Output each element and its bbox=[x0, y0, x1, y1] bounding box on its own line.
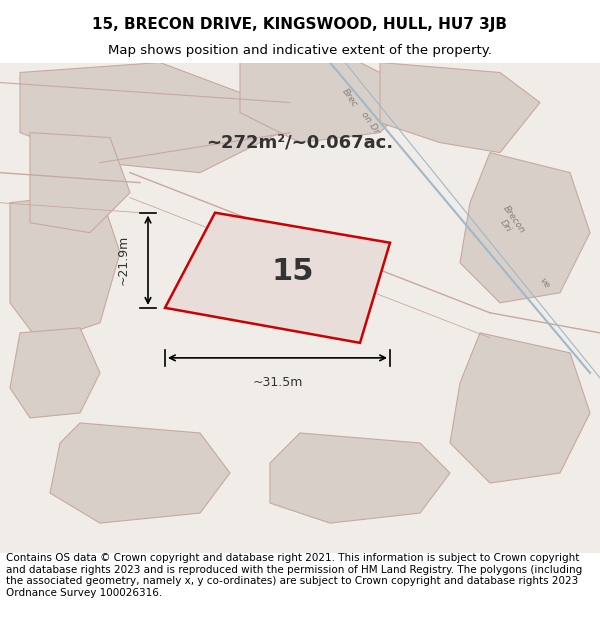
Text: on Dr: on Dr bbox=[359, 110, 381, 135]
Polygon shape bbox=[10, 328, 100, 418]
Text: Brec: Brec bbox=[340, 87, 359, 109]
Polygon shape bbox=[30, 132, 130, 232]
Text: ~272m²/~0.067ac.: ~272m²/~0.067ac. bbox=[206, 134, 394, 152]
Text: ve: ve bbox=[538, 276, 552, 290]
Text: Map shows position and indicative extent of the property.: Map shows position and indicative extent… bbox=[108, 44, 492, 57]
Text: 15: 15 bbox=[271, 257, 314, 286]
Text: Contains OS data © Crown copyright and database right 2021. This information is : Contains OS data © Crown copyright and d… bbox=[6, 553, 582, 598]
Polygon shape bbox=[165, 213, 390, 343]
Polygon shape bbox=[240, 62, 420, 142]
Polygon shape bbox=[20, 62, 280, 172]
Text: ~21.9m: ~21.9m bbox=[117, 235, 130, 286]
Polygon shape bbox=[10, 192, 120, 343]
Text: 15, BRECON DRIVE, KINGSWOOD, HULL, HU7 3JB: 15, BRECON DRIVE, KINGSWOOD, HULL, HU7 3… bbox=[92, 18, 508, 32]
Polygon shape bbox=[270, 433, 450, 523]
Polygon shape bbox=[460, 152, 590, 302]
Polygon shape bbox=[50, 423, 230, 523]
Text: Brecon
Dri: Brecon Dri bbox=[493, 204, 527, 241]
Text: ~31.5m: ~31.5m bbox=[253, 376, 302, 389]
Polygon shape bbox=[380, 62, 540, 152]
Polygon shape bbox=[450, 333, 590, 483]
